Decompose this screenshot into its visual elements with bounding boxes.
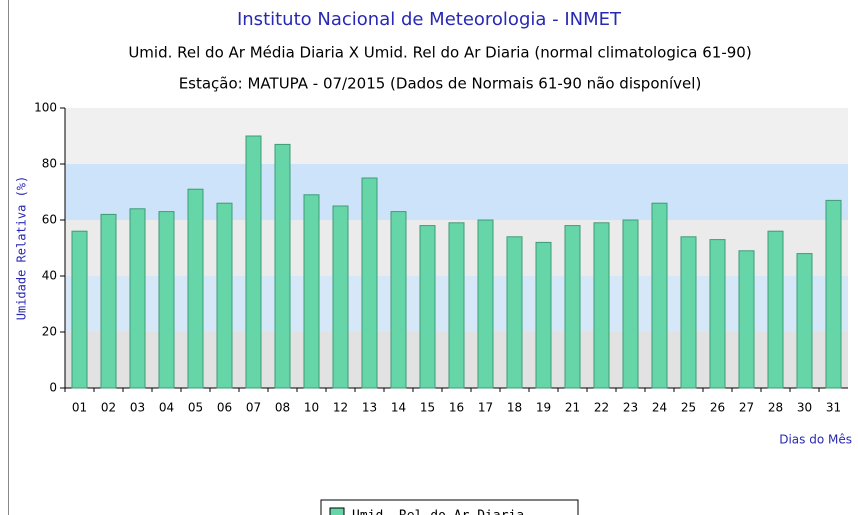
x-tick-label: 21 (565, 401, 580, 415)
x-tick-label: 10 (304, 401, 319, 415)
background-band (65, 164, 848, 220)
x-tick-label: 30 (797, 401, 812, 415)
bar (187, 188, 204, 389)
x-tick-label: 07 (246, 401, 261, 415)
bar (564, 225, 581, 389)
bar (390, 211, 407, 389)
legend-label: Umid. Rel do Ar Diaria (352, 509, 524, 515)
chart-title: Instituto Nacional de Meteorologia - INM… (237, 9, 622, 30)
x-tick-label: 08 (275, 401, 290, 415)
legend-box (320, 499, 579, 515)
legend-swatch (329, 507, 345, 515)
bar (825, 199, 842, 389)
x-tick-label: 16 (449, 401, 464, 415)
x-tick-label: 05 (188, 401, 203, 415)
bar (245, 135, 262, 389)
x-tick-label: 26 (710, 401, 725, 415)
bar (506, 236, 523, 389)
x-axis-label: Dias do Mês (779, 433, 852, 447)
bar (274, 143, 291, 389)
y-tick-label: 40 (42, 269, 57, 283)
bar (71, 230, 88, 389)
y-axis-label: Umidade Relativa (%) (15, 176, 29, 321)
y-tick-label: 20 (42, 325, 57, 339)
x-tick-label: 06 (217, 401, 232, 415)
x-tick-label: 02 (101, 401, 116, 415)
x-tick-label: 24 (652, 401, 667, 415)
chart-subtitle: Umid. Rel do Ar Média Diaria X Umid. Rel… (128, 44, 751, 62)
bar (303, 194, 320, 389)
x-tick-label: 28 (768, 401, 783, 415)
y-tick-label: 80 (42, 157, 57, 171)
bar (100, 213, 117, 389)
x-tick-label: 31 (826, 401, 841, 415)
bar (129, 208, 146, 389)
y-tick-label: 60 (42, 213, 57, 227)
x-tick-label: 03 (130, 401, 145, 415)
bar (738, 250, 755, 389)
bar (796, 253, 813, 389)
x-tick-label: 19 (536, 401, 551, 415)
bar (158, 211, 175, 389)
bar (709, 239, 726, 389)
x-tick-label: 14 (391, 401, 406, 415)
x-tick-label: 18 (507, 401, 522, 415)
x-tick-label: 04 (159, 401, 174, 415)
x-tick-label: 01 (72, 401, 87, 415)
chart-subtitle: Estação: MATUPA - 07/2015 (Dados de Norm… (179, 75, 702, 93)
x-tick-label: 27 (739, 401, 754, 415)
bar (680, 236, 697, 389)
bar (332, 205, 349, 389)
x-tick-label: 13 (362, 401, 377, 415)
x-tick-label: 12 (333, 401, 348, 415)
x-tick-label: 25 (681, 401, 696, 415)
bar (216, 202, 233, 389)
y-tick-label: 100 (34, 101, 57, 115)
x-tick-label: 23 (623, 401, 638, 415)
x-tick-label: 15 (420, 401, 435, 415)
bar (448, 222, 465, 389)
x-tick-label: 17 (478, 401, 493, 415)
bar (361, 177, 378, 389)
background-band (65, 108, 848, 164)
x-tick-label: 22 (594, 401, 609, 415)
bar (593, 222, 610, 389)
bar (651, 202, 668, 389)
bar (419, 225, 436, 389)
bar (535, 241, 552, 389)
y-tick-label: 0 (49, 381, 57, 395)
bar (477, 219, 494, 389)
bar (622, 219, 639, 389)
bar (767, 230, 784, 389)
